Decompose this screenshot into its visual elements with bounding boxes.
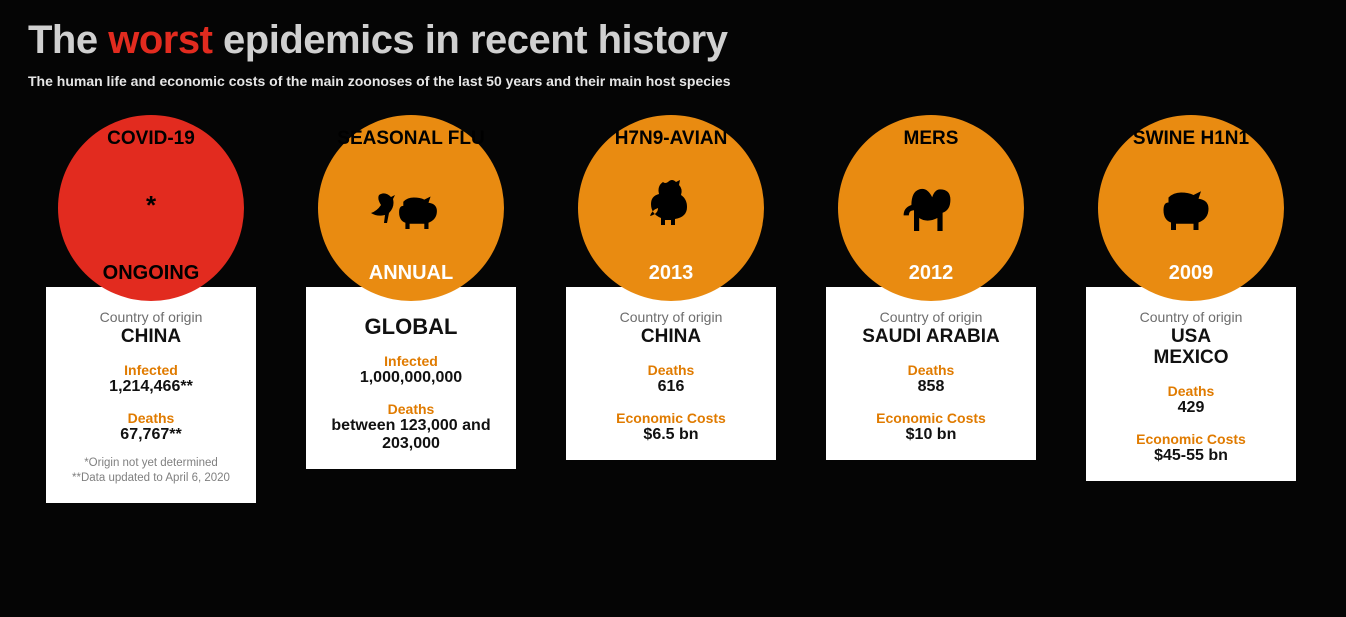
- stat-value: $45-55 bn: [1096, 447, 1286, 465]
- title-post: epidemics in recent history: [212, 18, 727, 62]
- epidemic-name: H7N9-AVIAN: [615, 129, 728, 150]
- stat-value: 1,000,000,000: [316, 369, 506, 387]
- title-pre: The: [28, 18, 108, 62]
- epidemic-infobox: GLOBAL Infected1,000,000,000 Deathsbetween…: [306, 287, 516, 469]
- origin-label: Country of origin: [836, 309, 1026, 325]
- stat-value: between 123,000 and 203,000: [316, 417, 506, 453]
- epidemic-infobox: Country of origin CHINA Infected1,214,466*…: [46, 287, 256, 503]
- epidemic-year: ONGOING: [103, 262, 200, 285]
- stat-value: 616: [576, 378, 766, 396]
- stat-value: $10 bn: [836, 426, 1026, 444]
- origin-value: CHINA: [56, 327, 246, 348]
- origin-label: Country of origin: [576, 309, 766, 325]
- epidemic-name: SWINE H1N1: [1133, 129, 1249, 150]
- epidemic-circle: MERS 2012: [838, 115, 1024, 301]
- stat-label: Deaths: [316, 401, 506, 417]
- epidemic-infobox: Country of origin CHINA Deaths616 Economic …: [566, 287, 776, 460]
- epidemic-infobox: Country of origin USAMEXICO Deaths429 Econo…: [1086, 287, 1296, 481]
- epidemic-name: COVID-19: [107, 129, 195, 150]
- epidemic-circle: COVID-19 * ONGOING: [58, 115, 244, 301]
- stat-label: Infected: [316, 353, 506, 369]
- epidemic-infobox: Country of origin SAUDI ARABIA Deaths858 Ec…: [826, 287, 1036, 460]
- origin-value: GLOBAL: [316, 315, 506, 339]
- cards-row: COVID-19 * ONGOING Country of origin CHINA In…: [28, 115, 1318, 503]
- stat-value: 1,214,466**: [56, 378, 246, 396]
- epidemic-card: SEASONAL FLU ANNUAL GLOBAL Infected1,000,00…: [306, 115, 516, 503]
- page-title: The worst epidemics in recent history: [28, 18, 1318, 63]
- epidemic-year: ANNUAL: [369, 262, 453, 285]
- stat-label: Deaths: [56, 410, 246, 426]
- stat-label: Deaths: [836, 362, 1026, 378]
- origin-value: SAUDI ARABIA: [836, 327, 1026, 348]
- epidemic-circle: SWINE H1N1 2009: [1098, 115, 1284, 301]
- camel-icon: [901, 176, 961, 236]
- epidemic-year: 2009: [1169, 262, 1214, 285]
- origin-value: USAMEXICO: [1096, 327, 1286, 369]
- epidemic-year: 2012: [909, 262, 954, 285]
- pig-icon: [1161, 176, 1221, 236]
- epidemic-year: 2013: [649, 262, 694, 285]
- stat-value: $6.5 bn: [576, 426, 766, 444]
- origin-label: Country of origin: [1096, 309, 1286, 325]
- stat-value: 67,767**: [56, 426, 246, 444]
- rooster-icon: [646, 176, 696, 236]
- star-icon: *: [146, 176, 156, 236]
- stat-label: Economic Costs: [576, 410, 766, 426]
- stat-label: Infected: [56, 362, 246, 378]
- title-accent: worst: [108, 18, 212, 62]
- bird-pig-icon: [371, 176, 451, 236]
- stat-value: 858: [836, 378, 1026, 396]
- stat-label: Economic Costs: [1096, 431, 1286, 447]
- page-subtitle: The human life and economic costs of the…: [28, 73, 1318, 89]
- epidemic-card: H7N9-AVIAN 2013 Country of origin CHINA Deat…: [566, 115, 776, 503]
- epidemic-circle: H7N9-AVIAN 2013: [578, 115, 764, 301]
- footnotes: *Origin not yet determined**Data updated…: [56, 456, 246, 487]
- epidemic-name: SEASONAL FLU: [337, 129, 484, 150]
- epidemic-name: MERS: [904, 129, 959, 150]
- stat-label: Deaths: [1096, 383, 1286, 399]
- origin-label: Country of origin: [56, 309, 246, 325]
- origin-value: CHINA: [576, 327, 766, 348]
- epidemic-card: COVID-19 * ONGOING Country of origin CHINA In…: [46, 115, 256, 503]
- epidemic-circle: SEASONAL FLU ANNUAL: [318, 115, 504, 301]
- epidemic-card: MERS 2012 Country of origin SAUDI ARABIA Dea…: [826, 115, 1036, 503]
- stat-value: 429: [1096, 399, 1286, 417]
- stat-label: Deaths: [576, 362, 766, 378]
- epidemic-card: SWINE H1N1 2009 Country of origin USAMEXICO…: [1086, 115, 1296, 503]
- stat-label: Economic Costs: [836, 410, 1026, 426]
